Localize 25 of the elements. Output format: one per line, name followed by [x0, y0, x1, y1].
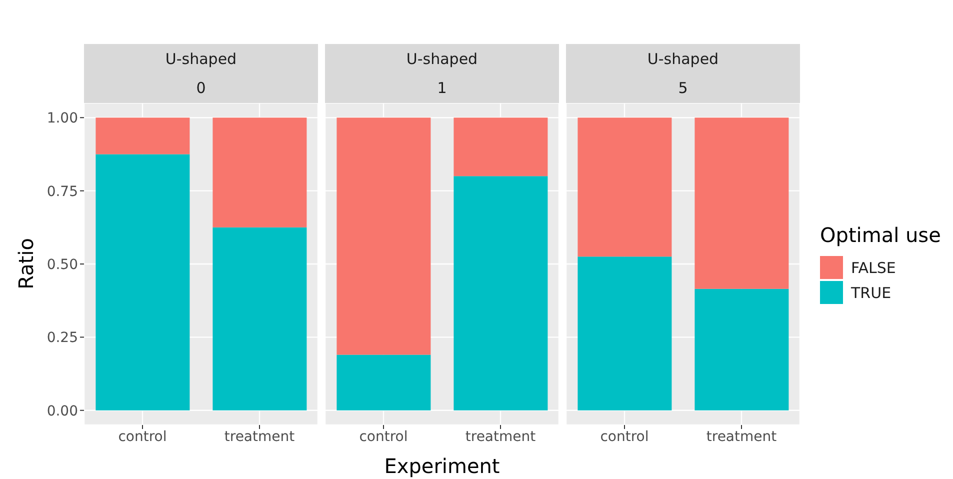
x-axis-title: Experiment	[383, 453, 501, 479]
y-tick-label: 0.25	[46, 330, 78, 346]
legend-label: TRUE	[851, 284, 892, 302]
x-tick-label: control	[600, 428, 649, 445]
bar	[96, 118, 190, 154]
legend-title: Optimal use	[820, 223, 941, 247]
y-tick-label: 0.50	[46, 256, 78, 273]
chart-title: U-shaped	[566, 44, 800, 74]
chart-title: U-shaped	[325, 44, 559, 74]
x-tick-label: treatment	[224, 428, 296, 445]
y-tick-label: 0.00	[46, 403, 78, 420]
x-tick-label: control	[118, 428, 167, 445]
chart-subtitle: 0	[84, 74, 318, 103]
x-tick-label: treatment	[465, 428, 536, 445]
bar	[212, 227, 307, 410]
chart-subtitle: 1	[325, 74, 559, 103]
bar	[212, 118, 307, 228]
x-tick-label: treatment	[706, 428, 778, 445]
chart-title: U-shaped	[84, 44, 318, 74]
y-axis-title: Ratio	[14, 238, 38, 290]
legend-label: FALSE	[851, 258, 896, 276]
y-tick-label: 1.00	[46, 110, 78, 127]
y-tick-label: 0.75	[46, 184, 78, 200]
x-tick-label: control	[359, 428, 408, 445]
chart-subtitle: 5	[566, 74, 800, 103]
